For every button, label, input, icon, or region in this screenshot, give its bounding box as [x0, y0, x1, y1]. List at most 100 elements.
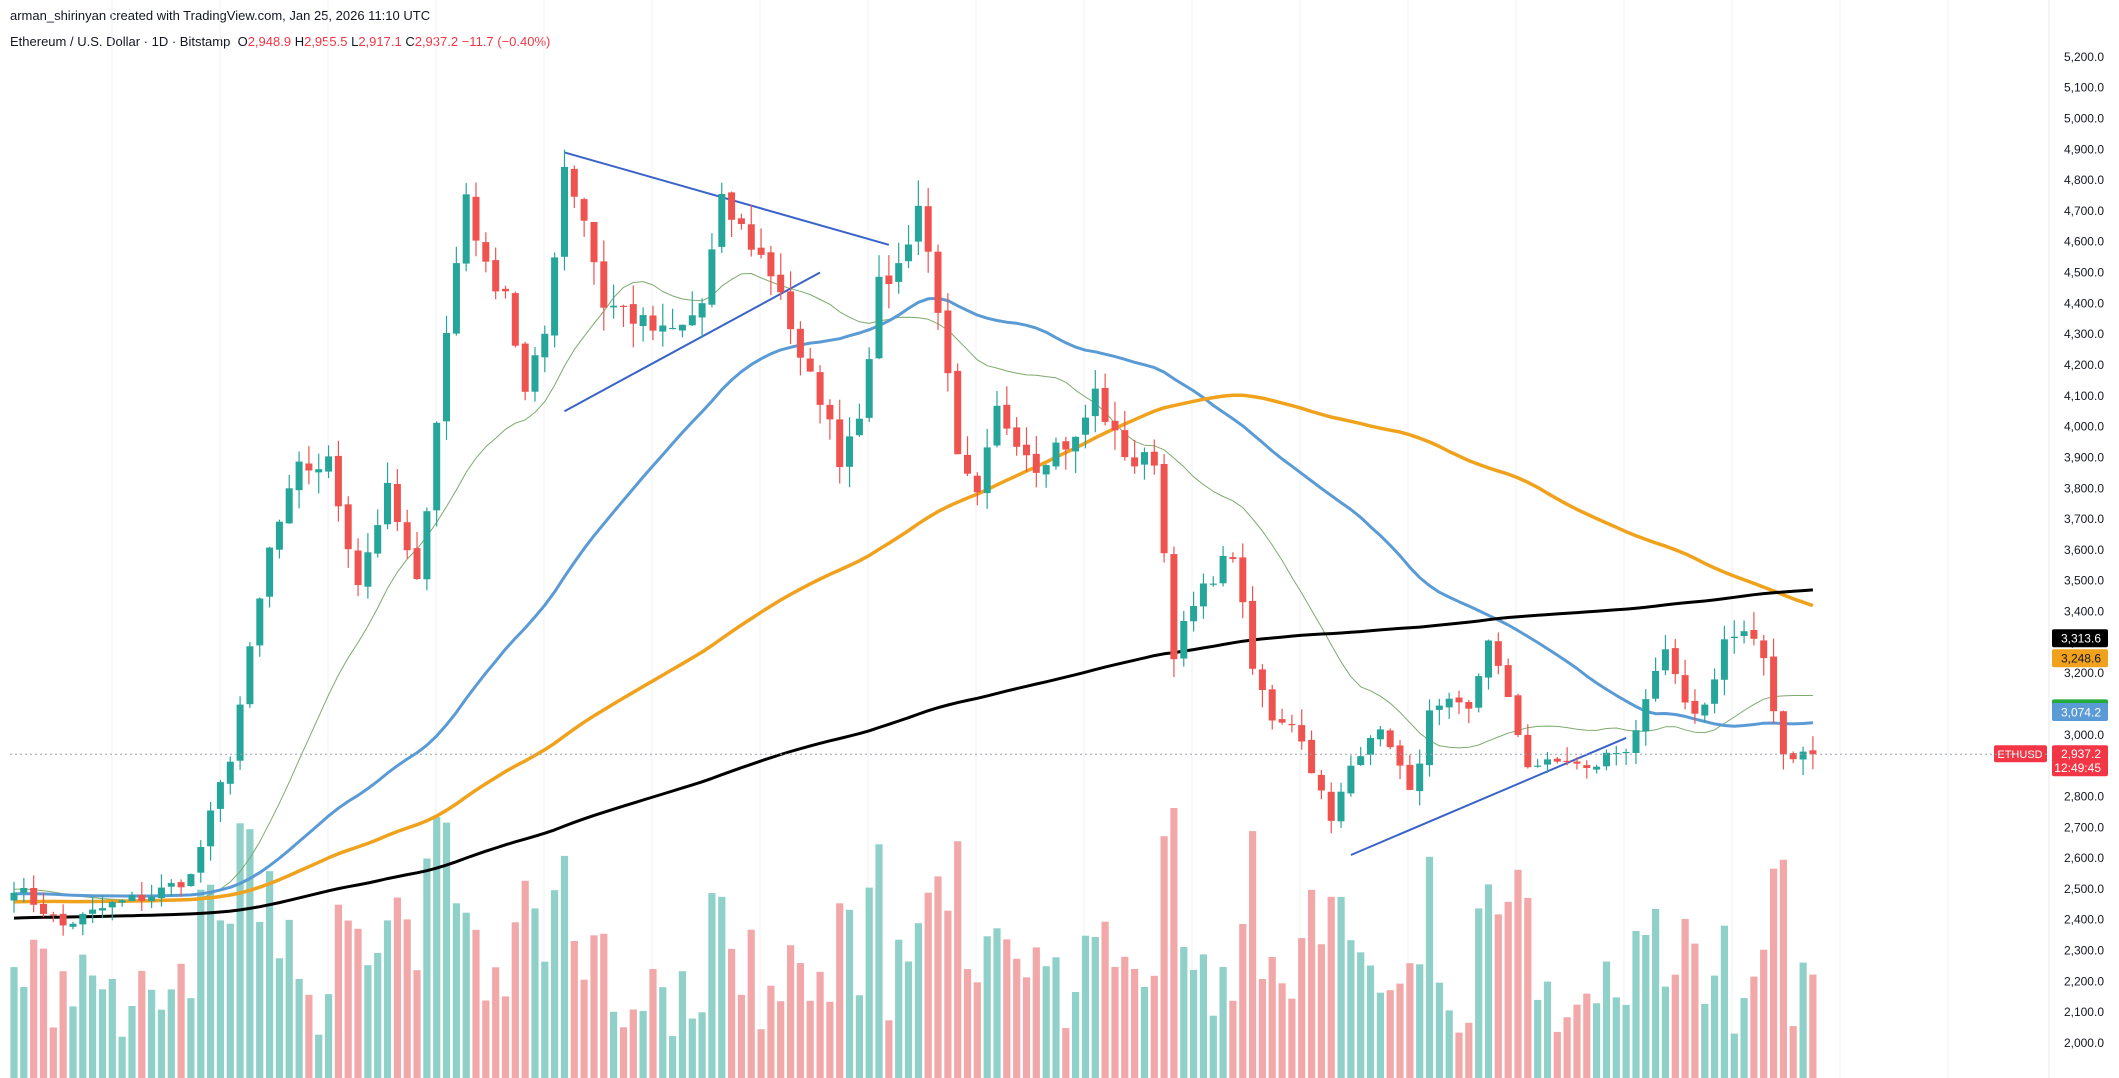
candle-body — [384, 482, 391, 525]
last-price-value: 2,937.2 — [2061, 747, 2101, 761]
candle-body — [1504, 665, 1512, 697]
candle — [1052, 437, 1060, 470]
candle — [895, 242, 903, 294]
candle-body — [816, 372, 824, 405]
volume-bar — [275, 958, 283, 1078]
symbol-title[interactable]: Ethereum / U.S. Dollar · 1D · Bitstamp — [10, 34, 231, 49]
candle — [737, 213, 745, 230]
volume-bar — [1514, 869, 1522, 1078]
candle — [836, 399, 844, 484]
candle-body — [1661, 649, 1669, 671]
candle-body — [1711, 679, 1719, 704]
volume-bar — [1170, 808, 1178, 1078]
volume-bar — [855, 995, 863, 1078]
volume-bar — [904, 961, 913, 1078]
volume-bar — [148, 989, 156, 1078]
y-tick-label: 4,200.0 — [2064, 358, 2104, 372]
volume-bar — [1347, 940, 1355, 1078]
candle — [885, 255, 893, 309]
candle-body — [708, 249, 716, 305]
y-tick-label: 2,500.0 — [2064, 882, 2104, 896]
volume-bar — [1180, 947, 1188, 1078]
candle — [521, 341, 529, 401]
candle — [1160, 454, 1168, 563]
candle — [1730, 620, 1738, 654]
volume-bar — [1671, 974, 1679, 1078]
candle — [1239, 543, 1247, 619]
candle-body — [1740, 631, 1748, 636]
volume-bar — [266, 871, 274, 1078]
candle-body — [256, 598, 264, 646]
candle — [1671, 639, 1679, 684]
candle-body — [1101, 388, 1109, 422]
price-axis: 5,200.0 5,100.0 5,000.0 4,900.0 4,800.0 4,700… — [1994, 0, 2108, 1078]
y-tick-label: 2,400.0 — [2064, 913, 2104, 927]
volume-bar — [718, 896, 726, 1078]
candle-body — [639, 315, 647, 326]
candle-body — [787, 291, 795, 330]
candle-body — [246, 646, 254, 705]
candle-body — [954, 370, 962, 455]
candle — [1357, 746, 1365, 766]
candle-body — [118, 900, 126, 903]
candle-body — [295, 461, 303, 491]
volume-bar — [1327, 896, 1335, 1078]
candle-body — [1534, 765, 1542, 767]
candle-body — [1691, 701, 1699, 714]
volume-bar — [875, 844, 883, 1078]
candle — [914, 180, 922, 255]
candle-body — [40, 904, 47, 914]
candle — [659, 303, 667, 347]
volume-bar — [1209, 1015, 1217, 1078]
volume-bar — [1366, 965, 1375, 1078]
candle — [482, 232, 490, 273]
candle — [236, 696, 244, 770]
candle-body — [433, 422, 441, 511]
volume-bar — [1052, 957, 1060, 1078]
volume-bar — [1042, 966, 1050, 1078]
trendline-triangle-lower — [564, 271, 821, 413]
volume-bar — [501, 996, 510, 1078]
candle-body — [1199, 583, 1207, 607]
volume-bar — [747, 929, 755, 1078]
volume-bar — [1376, 992, 1384, 1078]
volume-bar — [885, 1020, 893, 1078]
volume-bar — [1140, 986, 1149, 1078]
volume-bar — [924, 892, 932, 1078]
volume-bar — [954, 841, 962, 1078]
candle — [600, 240, 608, 331]
y-tick-label: 2,300.0 — [2064, 944, 2104, 958]
candle — [275, 519, 283, 559]
volume-bar — [993, 928, 1001, 1078]
candle-body — [1072, 436, 1080, 452]
candle — [1544, 752, 1551, 773]
candle-body — [511, 293, 519, 346]
volume-bar — [462, 912, 470, 1078]
candle-body — [1485, 640, 1492, 678]
candle — [1455, 690, 1463, 715]
candle — [767, 246, 775, 296]
candle-body — [452, 263, 460, 334]
volume-bar — [1337, 896, 1345, 1078]
candle-body — [541, 333, 549, 358]
candle — [1534, 759, 1542, 768]
candle-body — [1622, 752, 1630, 754]
candle — [1032, 435, 1040, 488]
ma-line-ma200 — [13, 588, 1814, 920]
candle-body — [1612, 753, 1620, 755]
candle — [1337, 782, 1345, 828]
candle-body — [59, 913, 67, 926]
candle — [944, 293, 952, 392]
candle — [1799, 746, 1807, 776]
candle — [1720, 625, 1728, 696]
y-tick-label: 3,900.0 — [2064, 451, 2104, 465]
candle-body — [49, 914, 57, 916]
candle-body — [482, 242, 490, 262]
candle-body — [993, 405, 1001, 446]
y-tick-label: 3,600.0 — [2064, 543, 2104, 557]
candle-body — [924, 206, 932, 252]
ohlc-legend: Ethereum / U.S. Dollar · 1D · Bitstamp O… — [10, 34, 550, 49]
ma-line-ma100 — [13, 393, 1814, 904]
volume-bar — [1750, 976, 1758, 1078]
